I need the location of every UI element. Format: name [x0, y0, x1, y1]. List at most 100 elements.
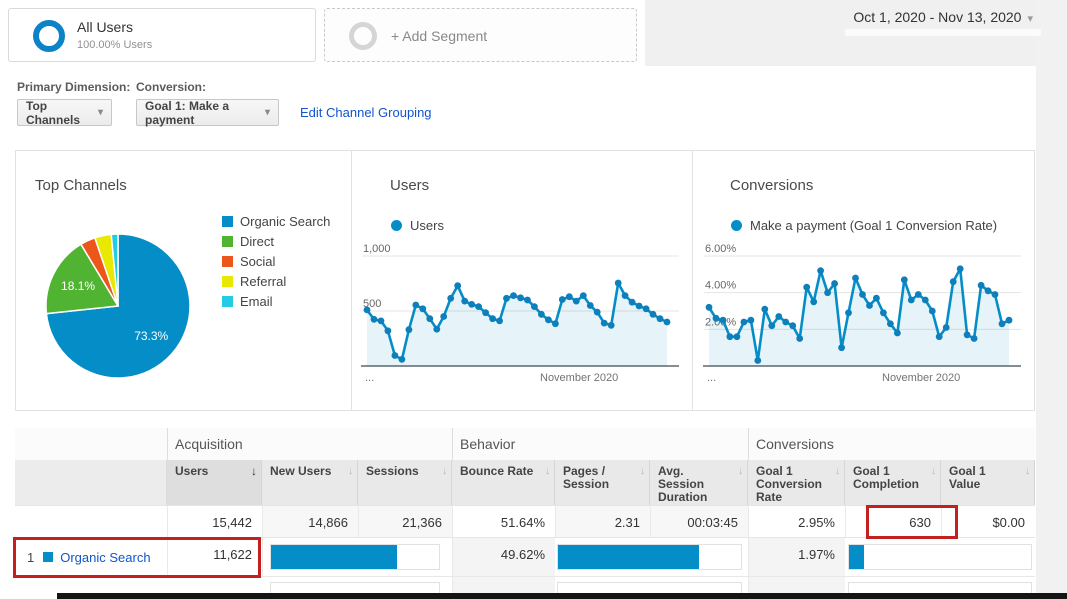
bottom-edge-strip — [57, 593, 1067, 599]
group-acquisition: Acquisition — [175, 436, 243, 452]
segment-name: All Users — [77, 19, 134, 35]
sort-down-icon: ↓ — [442, 466, 447, 477]
legend-label: Email — [240, 294, 273, 309]
add-segment-ring-icon — [349, 22, 377, 50]
caret-down-icon: ▾ — [1027, 13, 1033, 25]
column-header-users[interactable]: Users ↓ — [167, 460, 262, 505]
row-users: 11,622 — [167, 538, 262, 576]
pie-legend: Organic Search Direct Social Referral Email — [222, 214, 330, 314]
legend-label: Social — [240, 254, 276, 269]
primary-dimension-label: Primary Dimension: — [17, 80, 131, 94]
panel-divider — [692, 150, 693, 411]
legend-swatch-icon — [222, 236, 233, 247]
summary-users: 15,442 — [167, 506, 262, 537]
sort-down-icon: ↓ — [835, 466, 840, 477]
caret-down-icon: ▾ — [264, 107, 270, 118]
top-channels-pie-chart: 73.3% 18.1% — [45, 233, 191, 379]
group-behavior: Behavior — [460, 436, 516, 452]
column-header-bounce-rate[interactable]: Bounce Rate ↓ — [452, 460, 555, 505]
column-header-new-users[interactable]: New Users ↓ — [262, 460, 358, 505]
legend-swatch-icon — [222, 256, 233, 267]
summary-bounce-rate: 51.64% — [452, 506, 555, 537]
summary-sessions: 21,366 — [358, 506, 452, 537]
x-axis-left-label: ... — [707, 372, 717, 384]
users-chart-legend: Users — [391, 218, 444, 233]
column-header-pages-session[interactable]: Pages / Session ↓ — [555, 460, 650, 505]
acquisition-bar — [270, 544, 440, 570]
svg-text:4.00%: 4.00% — [705, 280, 736, 292]
acquisition-bar-fill — [271, 545, 397, 569]
row-rank: 1 — [27, 549, 35, 565]
pie-legend-item: Email — [222, 294, 330, 309]
svg-text:18.1%: 18.1% — [61, 279, 95, 293]
svg-text:1,000: 1,000 — [363, 244, 391, 255]
svg-text:6.00%: 6.00% — [705, 244, 736, 255]
edit-channel-grouping-link[interactable]: Edit Channel Grouping — [300, 105, 432, 120]
sort-down-icon: ↓ — [931, 466, 936, 477]
organic-search-link[interactable]: Organic Search — [60, 549, 151, 565]
summary-pages-session: 2.31 — [555, 506, 650, 537]
behavior-bar — [557, 544, 742, 570]
column-header-sessions[interactable]: Sessions ↓ — [358, 460, 452, 505]
legend-swatch-icon — [222, 296, 233, 307]
date-picker-underline — [845, 29, 1041, 36]
behavior-bar-fill — [558, 545, 699, 569]
sort-down-icon: ↓ — [738, 466, 743, 477]
right-background — [1036, 0, 1067, 599]
pie-legend-item: Referral — [222, 274, 330, 289]
summary-goal-completion: 630 — [845, 506, 941, 537]
conversions-chart-legend: Make a payment (Goal 1 Conversion Rate) — [731, 218, 997, 233]
pie-legend-item: Social — [222, 254, 330, 269]
legend-dot-icon — [391, 220, 402, 231]
conversion-label: Conversion: — [136, 80, 207, 94]
sort-down-icon: ↓ — [545, 466, 550, 477]
table-group-header-row: Acquisition Behavior Conversions — [15, 428, 1035, 460]
column-header-goal-conversion-rate[interactable]: Goal 1 Conversion Rate ↓ — [748, 460, 845, 505]
row-goal-conversion-rate: 1.97% — [748, 538, 845, 576]
legend-label: Referral — [240, 274, 287, 289]
summary-goal-value: $0.00 — [941, 506, 1035, 537]
conversion-dropdown[interactable]: Goal 1: Make a payment ▾ — [136, 98, 279, 127]
pie-legend-item: Organic Search — [222, 214, 330, 229]
table-summary-row: 15,442 14,866 21,366 51.64% 2.31 00:03:4… — [15, 505, 1035, 538]
pie-legend-item: Direct — [222, 234, 330, 249]
pie-chart-title: Top Channels — [35, 177, 127, 194]
panel-divider — [351, 150, 352, 411]
summary-avg-session-duration: 00:03:45 — [650, 506, 748, 537]
segment-all-users[interactable]: All Users 100.00% Users — [8, 8, 316, 62]
segment-detail: 100.00% Users — [77, 39, 153, 51]
legend-label: Make a payment (Goal 1 Conversion Rate) — [750, 218, 998, 233]
legend-label: Direct — [240, 234, 274, 249]
conversions-bar — [848, 544, 1032, 570]
x-axis-label: November 2020 — [882, 372, 961, 384]
group-conversions: Conversions — [756, 436, 834, 452]
sort-down-icon: ↓ — [251, 464, 257, 478]
add-segment-label: + Add Segment — [391, 28, 488, 44]
x-axis-left-label: ... — [365, 372, 375, 384]
primary-dimension-dropdown[interactable]: Top Channels ▾ — [17, 98, 112, 127]
date-range-picker[interactable]: Oct 1, 2020 - Nov 13, 2020 ▾ — [853, 9, 1033, 25]
users-chart-title: Users — [390, 177, 430, 194]
column-header-goal-completion[interactable]: Goal 1 Completion ↓ — [845, 460, 941, 505]
sort-down-icon: ↓ — [348, 466, 353, 477]
table-row-organic-search: 1 Organic Search 11,622 49.62% 1.97% — [15, 538, 1035, 577]
conversions-chart-title: Conversions — [730, 177, 814, 194]
column-header-avg-session-duration[interactable]: Avg. Session Duration ↓ — [650, 460, 748, 505]
svg-text:73.3%: 73.3% — [134, 329, 168, 343]
legend-label: Organic Search — [240, 214, 331, 229]
add-segment-button[interactable]: + Add Segment — [324, 8, 637, 62]
channels-table: Acquisition Behavior Conversions Users ↓… — [15, 428, 1035, 599]
date-range-text: Oct 1, 2020 - Nov 13, 2020 — [853, 9, 1022, 25]
column-header-goal-value[interactable]: Goal 1 Value ↓ — [941, 460, 1035, 505]
sort-down-icon: ↓ — [640, 466, 645, 477]
caret-down-icon: ▾ — [97, 107, 103, 118]
row-label-cell: 1 Organic Search — [15, 538, 167, 576]
legend-swatch-icon — [222, 216, 233, 227]
legend-label: Users — [410, 218, 444, 233]
primary-dimension-value: Top Channels — [26, 98, 81, 127]
legend-swatch-icon — [222, 276, 233, 287]
segment-ring-icon — [33, 20, 65, 52]
conversion-value: Goal 1: Make a payment — [145, 98, 230, 127]
x-axis-label: November 2020 — [540, 372, 619, 384]
